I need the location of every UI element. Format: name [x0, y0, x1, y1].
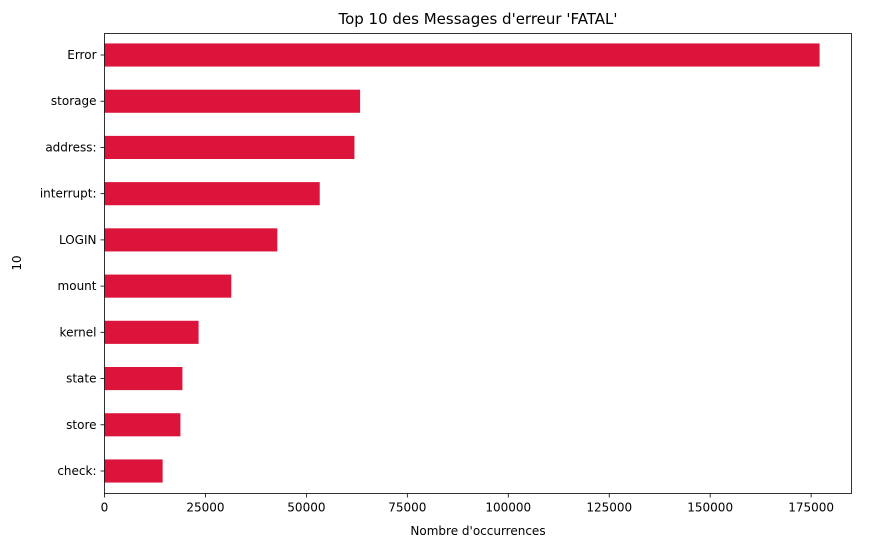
x-axis-ticks: 0 25000 50000 75000 100000 125000 150000 175000	[101, 493, 834, 515]
y-tick-label: kernel	[60, 325, 97, 339]
y-tick-label: interrupt:	[40, 187, 97, 201]
y-tick-label: state	[66, 372, 96, 386]
bar-5	[104, 228, 278, 252]
x-tick-label: 75000	[388, 501, 426, 515]
x-tick-label: 125000	[586, 501, 632, 515]
y-tick-label: store	[66, 418, 96, 432]
bar-1	[104, 43, 820, 67]
y-tick-label: address:	[45, 140, 96, 154]
bar-2	[104, 89, 361, 113]
x-axis-label: Nombre d'occurrences	[410, 524, 545, 538]
bars-layer	[104, 43, 820, 483]
x-tick-label: 50000	[287, 501, 325, 515]
x-tick-label: 175000	[788, 501, 834, 515]
y-axis-label: 10	[10, 255, 24, 270]
x-tick-label: 100000	[485, 501, 531, 515]
x-tick-label: 150000	[687, 501, 733, 515]
y-tick-label: Error	[67, 48, 96, 62]
bar-9	[104, 413, 181, 437]
y-tick-label: mount	[58, 279, 97, 293]
y-axis-ticks: Error storage address: interrupt: LOGIN mount…	[40, 48, 105, 478]
bar-10	[104, 459, 163, 483]
y-tick-label: LOGIN	[59, 233, 97, 247]
plot-frame	[104, 33, 852, 494]
bar-3	[104, 135, 355, 159]
y-tick-label: storage	[51, 94, 97, 108]
bar-4	[104, 182, 320, 206]
chart-title: Top 10 des Messages d'erreur 'FATAL'	[337, 10, 617, 28]
bar-7	[104, 320, 199, 344]
x-tick-label: 25000	[186, 501, 224, 515]
bar-8	[104, 367, 183, 391]
bar-6	[104, 274, 232, 298]
y-tick-label: check:	[57, 464, 96, 478]
x-tick-label: 0	[101, 501, 109, 515]
